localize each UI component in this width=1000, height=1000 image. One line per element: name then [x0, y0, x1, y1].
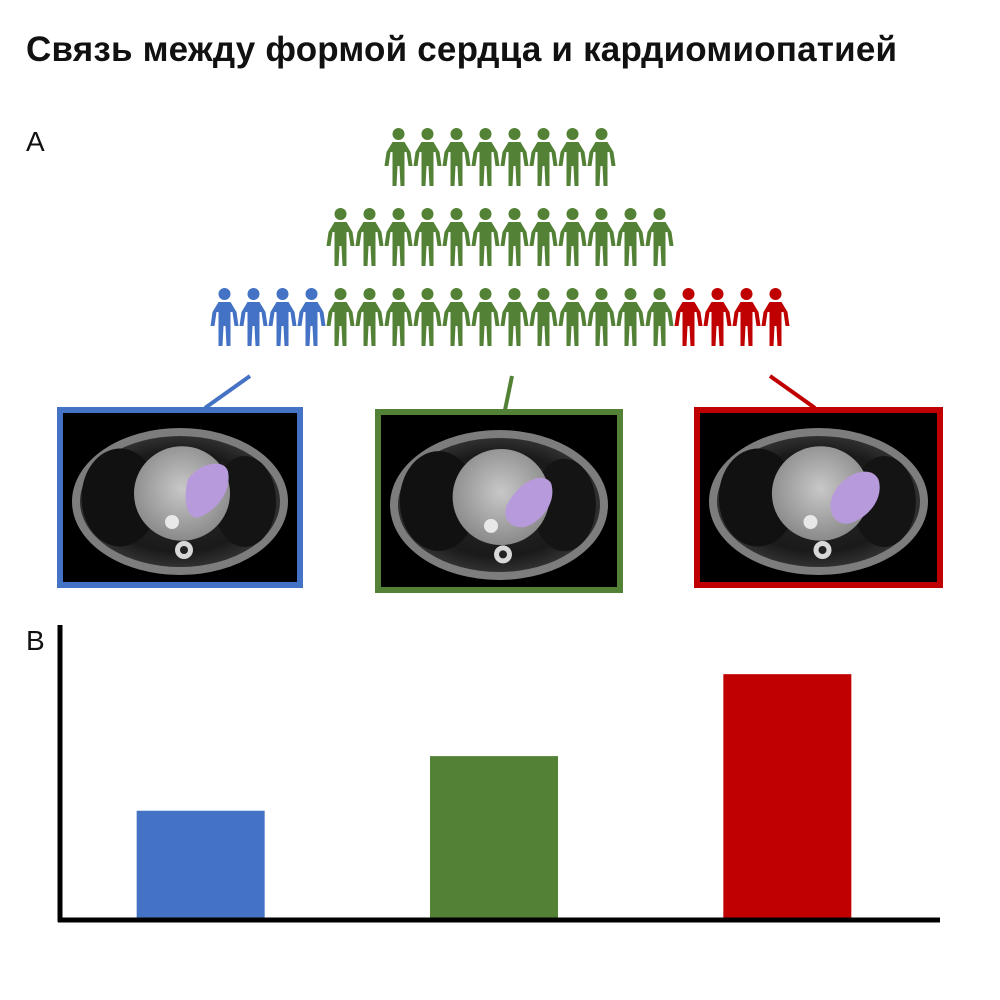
person-icon [413, 208, 442, 266]
person-icon [732, 288, 761, 346]
connector-line [203, 374, 252, 410]
person-icon [587, 128, 616, 186]
mri-panels [57, 407, 943, 593]
person-icon [413, 128, 442, 186]
left-ventricle-highlight [185, 463, 229, 518]
mri-panel-blue [57, 407, 303, 588]
person-icon [355, 288, 384, 346]
person-icon [384, 208, 413, 266]
person-icon [558, 208, 587, 266]
person-icon [239, 288, 268, 346]
person-icon [471, 288, 500, 346]
person-icon [529, 208, 558, 266]
person-icon [384, 288, 413, 346]
person-icon [674, 288, 703, 346]
person-icon [326, 208, 355, 266]
connector-line [503, 375, 514, 411]
bar-1 [136, 810, 265, 920]
population-figure [210, 128, 790, 346]
panel-label-a: A [26, 126, 45, 157]
person-icon [471, 128, 500, 186]
person-icon [500, 288, 529, 346]
person-icon [500, 208, 529, 266]
person-icon [268, 288, 297, 346]
person-icon [616, 208, 645, 266]
bar-2 [430, 756, 558, 920]
person-icon [645, 288, 674, 346]
page-title: Связь между формой сердца и кардиомиопат… [26, 30, 898, 69]
person-icon [500, 128, 529, 186]
person-icon [384, 128, 413, 186]
mri-panel-green [375, 409, 623, 593]
person-icon [442, 288, 471, 346]
left-ventricle-highlight [505, 477, 553, 528]
left-ventricle-highlight [830, 471, 880, 524]
person-icon [297, 288, 326, 346]
person-icon [616, 288, 645, 346]
person-icon [558, 288, 587, 346]
person-icon [645, 208, 674, 266]
person-icon [703, 288, 732, 346]
mri-panel-red [694, 407, 943, 588]
panel-label-b: B [26, 625, 45, 656]
person-icon [442, 128, 471, 186]
person-icon [529, 288, 558, 346]
person-icon [471, 208, 500, 266]
bar-3 [723, 674, 852, 920]
person-icon [587, 288, 616, 346]
person-icon [355, 208, 384, 266]
person-icon [558, 128, 587, 186]
connector-line [768, 374, 817, 410]
person-icon [442, 208, 471, 266]
person-icon [587, 208, 616, 266]
person-icon [413, 288, 442, 346]
person-icon [529, 128, 558, 186]
person-icon [761, 288, 790, 346]
bar-chart [57, 625, 940, 923]
person-icon [326, 288, 355, 346]
person-icon [210, 288, 239, 346]
connector-lines [203, 374, 817, 411]
